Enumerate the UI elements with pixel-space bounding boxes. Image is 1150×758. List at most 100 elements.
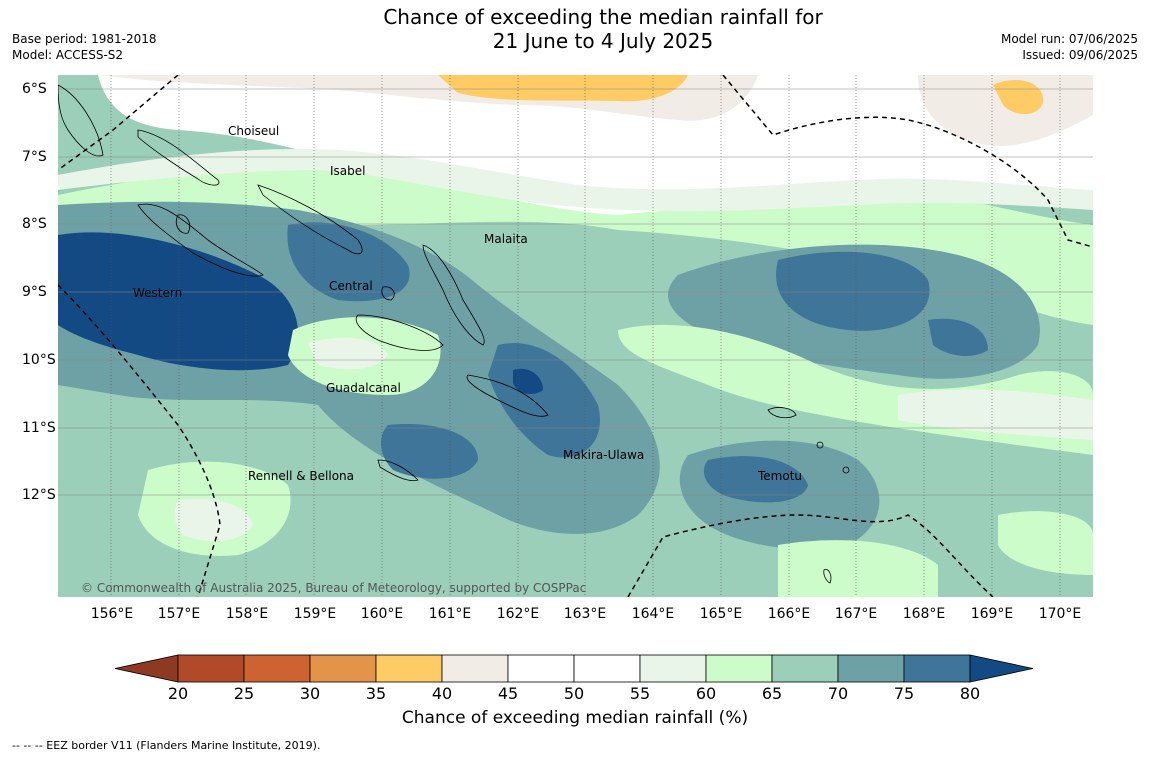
zone-60-east <box>898 389 1093 440</box>
x-tick-160: 160°E <box>360 606 404 622</box>
label-central: Central <box>329 279 373 293</box>
label-choiseul: Choiseul <box>228 124 279 138</box>
model-name: Model: ACCESS-S2 <box>12 48 124 62</box>
eez-legend-note: -- -- -- EEZ border V11 (Flanders Marine… <box>12 739 321 752</box>
zone-80-south <box>381 424 478 479</box>
eez-northeast <box>722 75 1093 248</box>
colorbar-arrow-low <box>115 654 179 683</box>
x-tick-161: 161°E <box>428 606 472 622</box>
colorbar-segment-8 <box>639 654 707 683</box>
x-tick-163: 163°E <box>563 606 607 622</box>
label-isabel: Isabel <box>330 164 365 178</box>
x-tick-162: 162°E <box>496 606 540 622</box>
colorbar-segment-5 <box>441 654 509 683</box>
zone-80-east <box>776 251 930 331</box>
colorbar-segments <box>115 654 1034 683</box>
x-tick-166: 166°E <box>767 606 811 622</box>
western-islands <box>137 203 264 277</box>
zone-40-north <box>438 75 688 102</box>
cb-tick-30: 30 <box>299 684 321 703</box>
colorbar-segment-1 <box>177 654 245 683</box>
label-temotu: Temotu <box>757 469 802 483</box>
x-tick-169: 169°E <box>970 606 1014 622</box>
map-title-line1: Chance of exceeding the median rainfall … <box>383 5 823 29</box>
malaita-island <box>422 244 485 346</box>
x-tick-167: 167°E <box>834 606 878 622</box>
copyright-notice: © Commonwealth of Australia 2025, Bureau… <box>81 581 586 595</box>
zone-45-northeast <box>918 75 1093 146</box>
cb-tick-20: 20 <box>167 684 189 703</box>
meta-right: Model run: 07/06/2025 Issued: 09/06/2025 <box>1001 31 1138 63</box>
model-run: Model run: 07/06/2025 <box>1000 32 1138 46</box>
x-tick-164: 164°E <box>631 606 675 622</box>
y-tick-11s: 11°S <box>22 420 56 436</box>
rainfall-map: Choiseul Isabel Malaita Western Central … <box>58 75 1093 597</box>
colorbar-segment-7 <box>573 654 641 683</box>
zone-80-far-east <box>928 318 988 357</box>
cb-tick-65: 65 <box>761 684 783 703</box>
colorbar-segment-11 <box>837 654 905 683</box>
y-tick-7s: 7°S <box>22 149 47 165</box>
cb-tick-80: 80 <box>959 684 981 703</box>
zone-80-western <box>58 232 298 371</box>
x-tick-165: 165°E <box>699 606 743 622</box>
zone-60-rennell <box>174 498 253 541</box>
zone-40-northeast <box>993 80 1043 115</box>
meridian-grid <box>110 75 1061 597</box>
eez-southwest <box>58 284 221 597</box>
map-canvas: Choiseul Isabel Malaita Western Central … <box>58 75 1093 597</box>
rennell-island <box>377 459 419 482</box>
cb-tick-55: 55 <box>629 684 651 703</box>
colorbar-label: Chance of exceeding median rainfall (%) <box>401 708 749 728</box>
eez-northwest <box>58 75 179 171</box>
y-tick-9s: 9°S <box>22 284 47 300</box>
parallel-grid <box>58 88 1093 496</box>
eez-border <box>58 75 1093 597</box>
y-tick-8s: 8°S <box>22 216 47 232</box>
temotu-small-island <box>816 441 824 449</box>
temotu-east-island <box>842 466 850 474</box>
cb-tick-45: 45 <box>497 684 519 703</box>
islands <box>58 84 850 584</box>
label-rennell: Rennell & Bellona <box>248 469 354 483</box>
y-tick-6s: 6°S <box>22 81 47 97</box>
colorbar-segment-3 <box>309 654 377 683</box>
cb-tick-50: 50 <box>563 684 585 703</box>
zone-60-guadalcanal <box>308 337 388 370</box>
colorbar <box>115 654 1034 683</box>
cb-tick-70: 70 <box>827 684 849 703</box>
zone-65-far-southeast <box>998 511 1093 575</box>
colorbar-segment-2 <box>243 654 311 683</box>
x-tick-158: 158°E <box>225 606 269 622</box>
central-islands <box>381 286 395 301</box>
zone-50-north <box>98 75 1093 215</box>
choiseul-island <box>137 129 220 186</box>
x-tick-157: 157°E <box>157 606 201 622</box>
colorbar-segment-9 <box>705 654 773 683</box>
makira-island <box>466 374 549 417</box>
y-tick-10s: 10°S <box>22 352 56 368</box>
zone-80-temotu <box>703 456 808 503</box>
colorbar-arrow-high <box>969 654 1034 683</box>
cb-tick-60: 60 <box>695 684 717 703</box>
colorbar-segment-4 <box>375 654 443 683</box>
label-makira: Makira-Ulawa <box>563 448 644 462</box>
map-title-line2: 21 June to 4 July 2025 <box>492 29 714 53</box>
zone-55-strip <box>58 149 1093 212</box>
colorbar-segment-12 <box>903 654 971 683</box>
bougainville-island <box>58 84 104 157</box>
kolombangara-island <box>175 214 191 234</box>
zone-65-southeast <box>778 540 938 597</box>
colorbar-segment-6 <box>507 654 575 683</box>
x-tick-159: 159°E <box>293 606 337 622</box>
x-tick-168: 168°E <box>902 606 946 622</box>
eez-southeast <box>627 514 994 597</box>
issued-date: Issued: 09/06/2025 <box>1022 48 1138 62</box>
isabel-island <box>257 184 363 255</box>
base-period: Base period: 1981-2018 <box>12 32 157 46</box>
cb-tick-75: 75 <box>893 684 915 703</box>
guadalcanal-island <box>355 314 444 351</box>
santa-cruz-island <box>767 407 797 419</box>
zone-80-central <box>287 222 410 302</box>
label-western: Western <box>133 286 182 300</box>
